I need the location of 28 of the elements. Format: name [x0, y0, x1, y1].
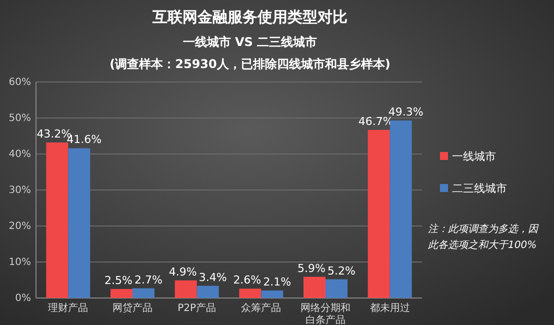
chart-title: 互联网金融服务使用类型对比	[152, 8, 348, 26]
legend-label: 一线城市	[452, 150, 496, 163]
y-tick-label: 20%	[8, 221, 31, 232]
data-label: 2.5%	[104, 274, 132, 287]
text: 此各选项之和大于100%	[428, 239, 537, 251]
data-label: 4.9%	[168, 265, 197, 278]
x-tick-label: 都未用过	[370, 302, 410, 314]
legend-label: 二三线城市	[452, 182, 507, 195]
chart-subtitle: 一线城市 VS 二三线城市 (调查样本：25930人，已排除四线城市和县乡样本)	[110, 35, 390, 71]
y-tick-label: 10%	[8, 257, 31, 268]
x-tick-label: 众筹产品	[241, 302, 282, 314]
data-label: 49.3%	[388, 106, 424, 119]
data-label: 2.7%	[134, 273, 162, 286]
x-tick-label: 理财产品	[48, 302, 88, 314]
x-tick-label: 网络分期和白条产品	[300, 302, 350, 325]
x-tick-label: 网贷产品	[112, 302, 152, 314]
data-label: 5.9%	[298, 262, 326, 275]
data-label: 5.2%	[328, 264, 356, 278]
x-tick-label: P2P产品	[178, 302, 216, 314]
y-tick-label: 60%	[8, 77, 31, 88]
y-tick-label: 40%	[8, 149, 31, 160]
data-label: 2.1%	[263, 275, 292, 288]
y-tick-label: 0%	[15, 293, 31, 304]
y-tick-label: 50%	[8, 113, 31, 124]
data-label: 3.4%	[198, 270, 227, 284]
data-label: 2.6%	[233, 274, 262, 287]
y-tick-label: 30%	[8, 185, 31, 196]
text: 注：此项调查为多选，因	[428, 223, 539, 235]
